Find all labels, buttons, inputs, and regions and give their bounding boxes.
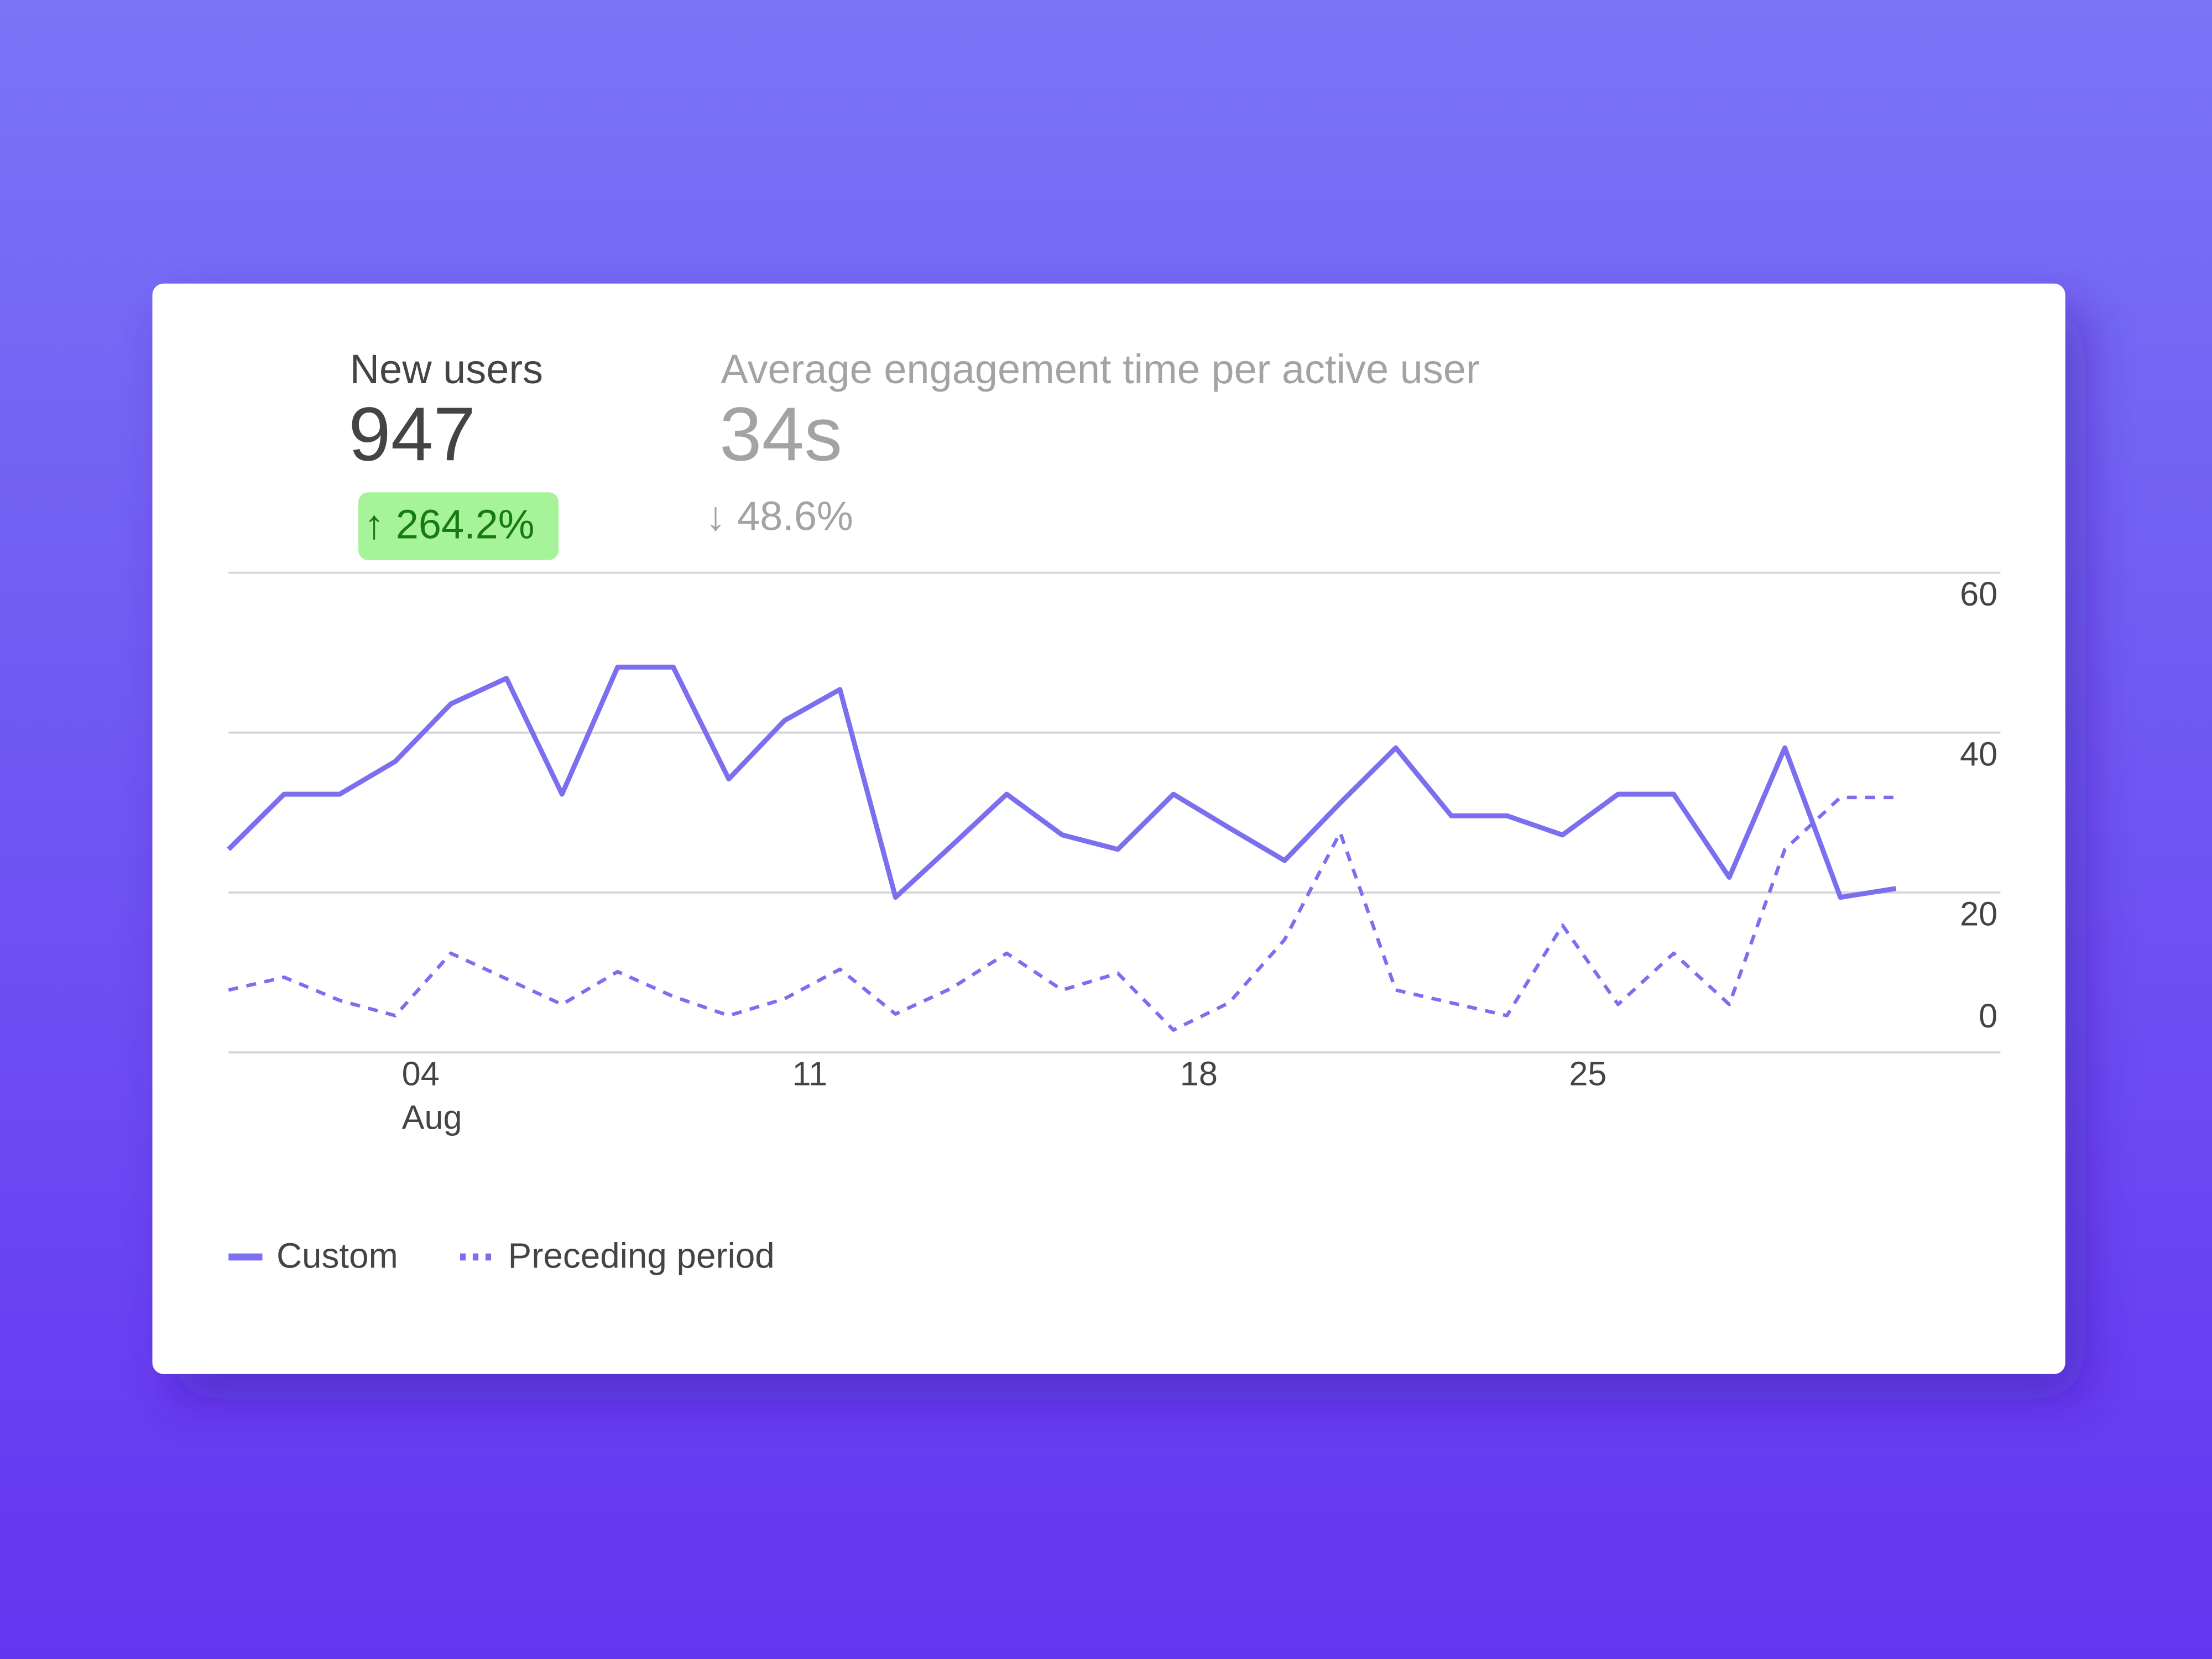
x-sublabel: Aug [402, 1099, 462, 1136]
series-line [228, 795, 1896, 1032]
card [152, 283, 2065, 1374]
metric-label: New users [350, 346, 543, 392]
y-tick-label: 40 [1960, 735, 1997, 773]
x-tick-label: 11 [792, 1055, 828, 1093]
change-badge [358, 492, 559, 560]
series-line [227, 664, 1897, 900]
legend-label: Preceding period [508, 1235, 775, 1275]
x-tick-label: 04 [402, 1055, 440, 1093]
metric-change: ↑ 264.2% [364, 502, 534, 547]
metric-value: 34s [719, 392, 842, 477]
y-tick-label: 60 [1960, 575, 1997, 613]
x-tick-label: 25 [1569, 1055, 1606, 1093]
y-tick-label: 0 [1979, 997, 1997, 1035]
x-tick-label: 18 [1180, 1055, 1218, 1093]
metric-change: ↓ 48.6% [706, 493, 853, 539]
legend-label: Custom [276, 1235, 398, 1275]
y-tick-label: 20 [1960, 895, 1997, 932]
chart: 0 20 40 60 04 Aug 11 18 25 Custom Preceding period [227, 571, 2001, 1275]
metric-label: Average engagement time per active user [721, 346, 1480, 392]
metric-value: 947 [348, 392, 476, 477]
